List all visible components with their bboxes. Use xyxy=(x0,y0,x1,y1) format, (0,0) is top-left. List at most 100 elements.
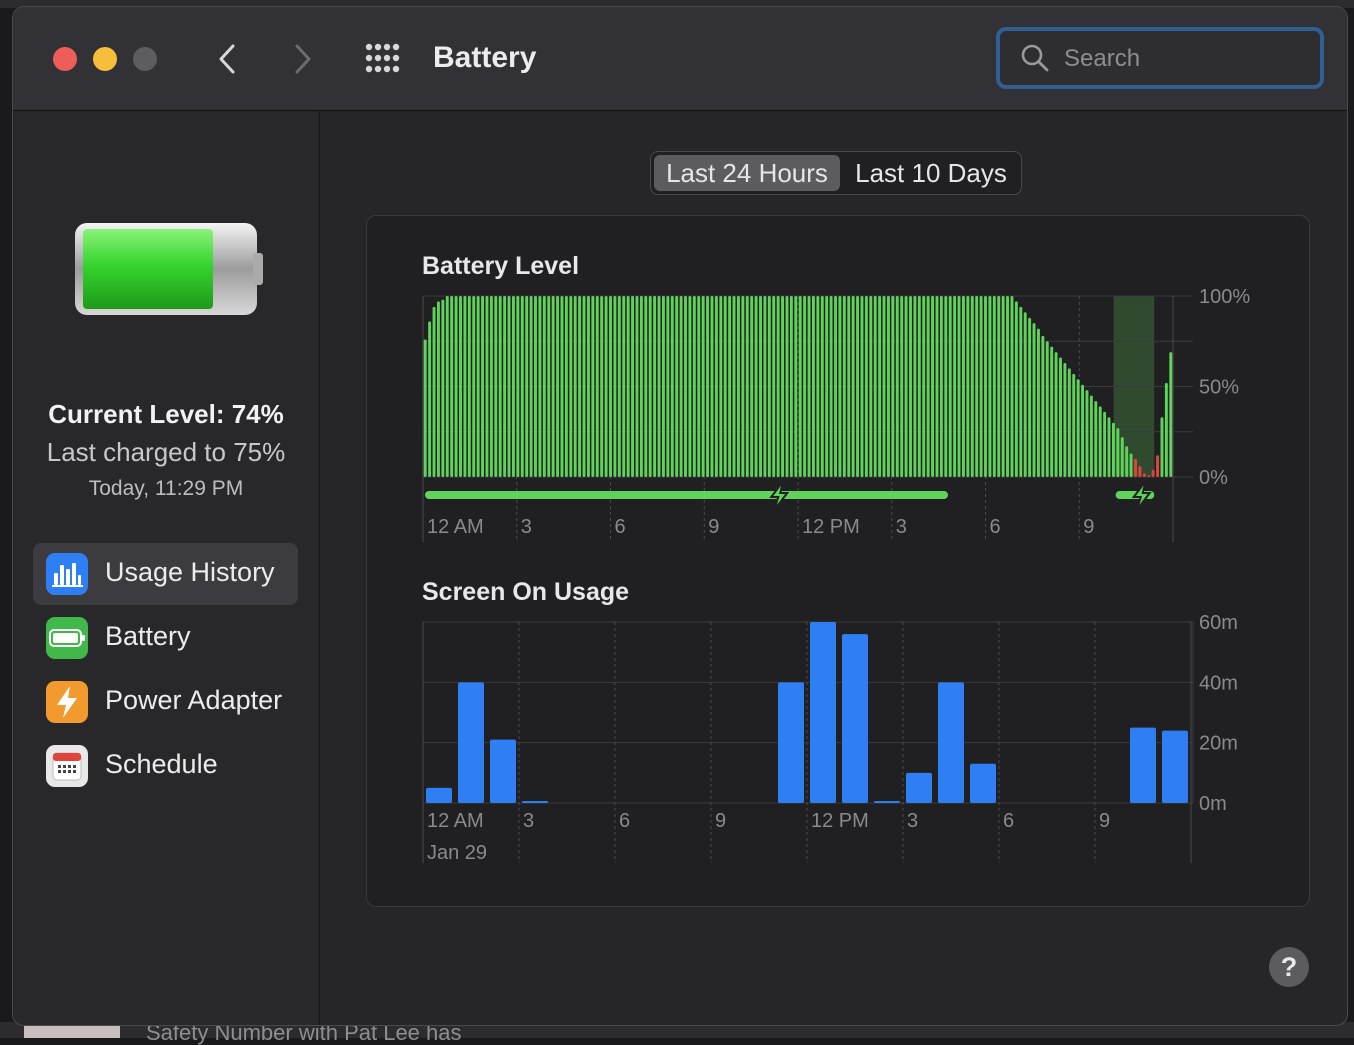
battery-level-bar xyxy=(772,296,776,477)
charging-indicator-bar xyxy=(425,491,948,499)
close-button[interactable] xyxy=(53,47,77,71)
battery-level-bar xyxy=(538,296,542,477)
usage-bar xyxy=(970,763,996,803)
forward-button[interactable] xyxy=(285,39,321,79)
battery-level-bar xyxy=(856,296,860,477)
battery-level-bar xyxy=(1094,400,1098,477)
battery-level-bar xyxy=(807,296,811,477)
battery-level-bar xyxy=(1134,458,1137,477)
battery-level-bar xyxy=(476,296,480,477)
battery-level-bar xyxy=(520,296,524,477)
battery-level-bar xyxy=(873,296,877,477)
battery-level-bar xyxy=(864,296,868,477)
battery-level-bar xyxy=(1076,379,1080,477)
zoom-button[interactable] xyxy=(133,47,157,71)
x-axis-tick-label: 9 xyxy=(1099,810,1110,832)
battery-level-bar xyxy=(1014,301,1018,477)
sidebar-item-usage-history[interactable]: Usage History xyxy=(33,543,298,605)
battery-level-bar xyxy=(450,296,454,477)
usage-bar xyxy=(842,634,868,803)
battery-level-bar xyxy=(582,296,586,477)
battery-level-bar xyxy=(436,301,440,477)
battery-level-bar xyxy=(984,296,987,477)
battery-level-bar xyxy=(428,321,432,477)
usage-bar xyxy=(874,801,900,803)
battery-level-bar xyxy=(948,296,952,477)
battery-level-chart-title: Battery Level xyxy=(422,252,580,280)
battery-level-bar xyxy=(913,296,917,477)
minimize-button[interactable] xyxy=(93,47,117,71)
battery-level-bar xyxy=(997,296,1001,477)
battery-level-bar xyxy=(467,296,471,477)
battery-level-bar xyxy=(1036,328,1040,477)
battery-level-bar xyxy=(489,296,493,477)
battery-level-bar xyxy=(1147,475,1151,477)
x-axis-date-label: Jan 29 xyxy=(427,842,487,864)
show-all-button[interactable] xyxy=(363,41,403,77)
battery-level-bar xyxy=(931,296,935,477)
chevron-left-icon xyxy=(219,44,235,74)
battery-level-bar xyxy=(776,296,780,477)
battery-level-bar xyxy=(648,296,652,477)
battery-level-bar xyxy=(1045,341,1049,477)
battery-level-bar xyxy=(547,296,551,477)
search-field[interactable] xyxy=(996,27,1324,89)
battery-level-bar xyxy=(728,296,732,477)
battery-level-bar xyxy=(617,296,621,477)
help-button[interactable]: ? xyxy=(1269,947,1309,987)
battery-level-bar xyxy=(586,296,590,477)
title-bar: Battery xyxy=(13,7,1347,111)
battery-level-bar xyxy=(975,296,979,477)
battery-level-bar xyxy=(847,296,851,477)
battery-level-bar xyxy=(494,296,498,477)
battery-level-bar xyxy=(644,296,648,477)
battery-level-bar xyxy=(432,306,436,477)
sidebar-item-schedule[interactable]: Schedule xyxy=(33,735,298,797)
battery-level-bar xyxy=(595,296,599,477)
battery-level-bar xyxy=(710,296,714,477)
battery-level-bar xyxy=(1116,428,1120,477)
battery-level-bar xyxy=(626,296,630,477)
search-input[interactable] xyxy=(1062,41,1306,77)
usage-bar xyxy=(522,801,548,803)
battery-level-bar xyxy=(1098,406,1102,477)
battery-level-bar xyxy=(789,296,793,477)
battery-level-bar xyxy=(1125,446,1129,477)
battery-level-bar xyxy=(1063,362,1067,477)
battery-level-bar xyxy=(463,296,467,477)
sidebar-item-label: Usage History xyxy=(105,557,275,587)
back-button[interactable] xyxy=(209,39,245,79)
x-axis-tick-label: 3 xyxy=(896,516,907,538)
usage-bar xyxy=(938,682,964,803)
battery-level-bar xyxy=(953,296,957,477)
battery-level-bar xyxy=(551,296,555,477)
battery-level-bar xyxy=(1120,437,1124,477)
x-axis-tick-label: 12 AM xyxy=(427,516,484,538)
battery-level-bar xyxy=(732,296,736,477)
sidebar-item-battery[interactable]: Battery xyxy=(33,607,298,669)
battery-level-bar xyxy=(904,296,908,477)
battery-level-bar xyxy=(798,296,802,477)
battery-level-bar xyxy=(825,296,829,477)
battery-level-bar xyxy=(939,296,943,477)
battery-level-bar xyxy=(622,296,626,477)
battery-level-bar xyxy=(423,339,427,477)
y-axis-tick-label: 0m xyxy=(1199,793,1227,815)
battery-level-bar xyxy=(578,296,582,477)
battery-level-bar xyxy=(851,296,855,477)
battery-level-bar xyxy=(1054,352,1058,477)
usage-bar xyxy=(458,682,484,803)
battery-level-bar xyxy=(1050,346,1054,477)
battery-level-bar xyxy=(688,296,692,477)
y-axis-tick-label: 0% xyxy=(1199,467,1228,489)
usage-bar xyxy=(426,787,452,803)
battery-level-bar xyxy=(754,296,758,477)
battery-level-bar xyxy=(684,296,687,477)
tab-last-10-days[interactable]: Last 10 Days xyxy=(855,158,1007,188)
y-axis-tick-label: 20m xyxy=(1199,733,1238,755)
x-axis-tick-label: 12 AM xyxy=(427,810,484,832)
battery-level-bar xyxy=(657,296,661,477)
battery-level-bar xyxy=(829,296,833,477)
tab-last-24-hours[interactable]: Last 24 Hours xyxy=(654,155,840,191)
sidebar-item-power-adapter[interactable]: Power Adapter xyxy=(33,671,298,733)
